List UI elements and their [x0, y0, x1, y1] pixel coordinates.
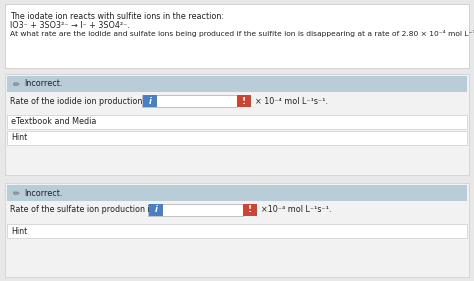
Text: ✏: ✏	[12, 80, 19, 89]
Text: Hint: Hint	[11, 133, 27, 142]
Text: !: !	[242, 96, 246, 105]
Text: IO3⁻ + 3SO3²⁻ → I⁻ + 3SO4²⁻.: IO3⁻ + 3SO3²⁻ → I⁻ + 3SO4²⁻.	[10, 21, 130, 30]
Bar	[143, 95, 157, 107]
Bar	[7, 185, 467, 201]
Text: Rate of the sulfate ion production is: Rate of the sulfate ion production is	[10, 205, 154, 214]
Text: i: i	[155, 205, 157, 214]
Bar	[7, 131, 467, 145]
Bar	[237, 95, 251, 107]
Bar	[149, 204, 163, 216]
Bar	[5, 4, 469, 68]
Bar	[142, 95, 237, 107]
Bar	[7, 115, 467, 129]
Text: ×10⁻⁴ mol L⁻¹s⁻¹.: ×10⁻⁴ mol L⁻¹s⁻¹.	[261, 205, 331, 214]
Text: Incorrect.: Incorrect.	[24, 80, 63, 89]
Text: eTextbook and Media: eTextbook and Media	[11, 117, 96, 126]
Text: !: !	[248, 205, 252, 214]
Bar	[7, 76, 467, 92]
Text: The iodate ion reacts with sulfite ions in the reaction:: The iodate ion reacts with sulfite ions …	[10, 12, 224, 21]
Bar	[7, 224, 467, 238]
Text: Hint: Hint	[11, 226, 27, 235]
Text: i: i	[148, 96, 151, 105]
Text: Rate of the iodide ion production is: Rate of the iodide ion production is	[10, 96, 151, 105]
Bar	[243, 204, 257, 216]
Text: At what rate are the iodide and sulfate ions being produced if the sulfite ion i: At what rate are the iodide and sulfate …	[10, 30, 474, 37]
Text: ✏: ✏	[12, 189, 19, 198]
Text: Incorrect.: Incorrect.	[24, 189, 63, 198]
Bar	[5, 183, 469, 277]
Bar	[5, 74, 469, 175]
Bar	[148, 204, 243, 216]
Text: × 10⁻⁴ mol L⁻¹s⁻¹.: × 10⁻⁴ mol L⁻¹s⁻¹.	[255, 96, 328, 105]
